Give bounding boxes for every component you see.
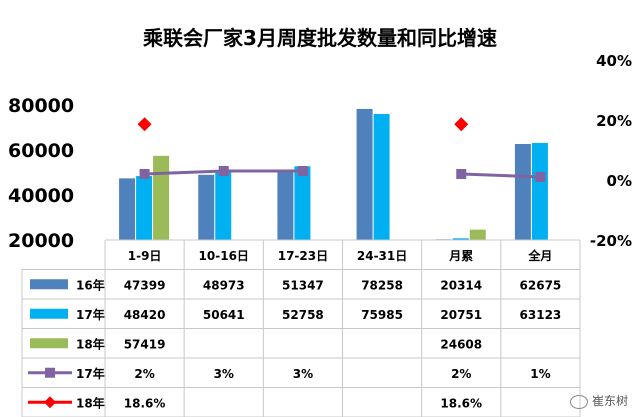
left-axis-tick: 60000 xyxy=(8,140,74,162)
table-header: 17-23日 xyxy=(278,249,328,263)
table-header: 1-9日 xyxy=(128,249,162,263)
table-cell: 2% xyxy=(451,367,471,381)
bar xyxy=(277,169,294,240)
table-cell: 62675 xyxy=(520,278,562,292)
table-cell: 2% xyxy=(134,367,154,381)
table-cell: 20751 xyxy=(440,308,482,322)
table-cell: 3% xyxy=(214,367,234,381)
table-cell: 75985 xyxy=(361,308,403,322)
bar xyxy=(136,176,153,240)
table-cell: 63123 xyxy=(520,308,562,322)
table-cell: 1% xyxy=(530,367,550,381)
table-header: 10-16日 xyxy=(199,249,249,263)
watermark: 崔东树 xyxy=(569,392,628,409)
table-header: 24-31日 xyxy=(357,249,407,263)
table-cell: 57419 xyxy=(124,337,166,351)
table-cell: 78258 xyxy=(361,278,403,292)
bar xyxy=(356,108,373,241)
legend-label: 18年 xyxy=(76,336,105,351)
line-point xyxy=(297,166,308,176)
bar xyxy=(452,238,469,240)
bar xyxy=(469,229,486,240)
table-header: 全月 xyxy=(527,248,552,263)
bar xyxy=(294,166,311,240)
left-axis-tick: 40000 xyxy=(8,185,74,207)
bar xyxy=(373,114,390,240)
bar xyxy=(198,174,215,240)
right-axis-tick: 40% xyxy=(596,52,632,70)
line-point xyxy=(535,172,546,182)
watermark-text: 崔东树 xyxy=(591,394,628,408)
line-point xyxy=(218,166,229,176)
left-axis-tick: 80000 xyxy=(8,95,74,117)
table-cell: 48420 xyxy=(124,308,166,322)
line-point xyxy=(456,169,467,179)
table-cell: 20314 xyxy=(440,278,482,292)
bar xyxy=(215,171,232,240)
legend-key xyxy=(45,367,55,378)
table-cell: 48973 xyxy=(203,278,245,292)
wechat-icon xyxy=(569,394,588,409)
bar xyxy=(119,178,136,240)
right-axis-tick: -20% xyxy=(590,232,632,250)
scatter-point xyxy=(137,117,152,132)
legend-key xyxy=(30,308,68,319)
table-header: 月累 xyxy=(448,249,473,263)
legend-label: 18年 xyxy=(76,395,105,410)
table-cell: 24608 xyxy=(440,337,482,351)
legend-label: 17年 xyxy=(76,307,105,322)
legend-label: 16年 xyxy=(76,277,105,292)
bar xyxy=(514,143,531,240)
growth-line-17 xyxy=(461,172,541,179)
bar xyxy=(153,155,170,240)
table-cell: 3% xyxy=(293,367,313,381)
table-cell: 50641 xyxy=(203,308,245,322)
table-cell: 51347 xyxy=(282,278,324,292)
table-cell: 47399 xyxy=(124,278,166,292)
bar xyxy=(531,142,548,240)
left-axis-tick: 20000 xyxy=(8,230,74,252)
legend-key xyxy=(30,279,68,290)
right-axis-tick: 20% xyxy=(596,112,632,130)
table-cell: 18.6% xyxy=(440,396,482,410)
legend-key xyxy=(44,396,56,409)
right-axis-tick: 0% xyxy=(607,172,632,190)
table-cell: 52758 xyxy=(282,308,324,322)
legend-key xyxy=(30,338,68,349)
table-cell: 18.6% xyxy=(124,396,166,410)
scatter-point xyxy=(454,117,469,132)
chart-title: 乘联会厂家3月周度批发数量和同比增速 xyxy=(143,26,497,50)
line-point xyxy=(139,169,150,179)
legend-label: 17年 xyxy=(76,366,105,381)
